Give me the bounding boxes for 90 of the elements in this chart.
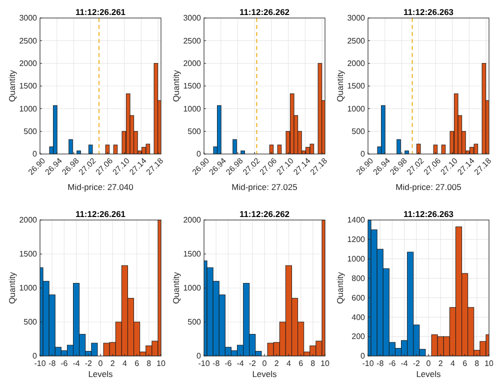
y-tick-label: 400 — [352, 312, 366, 322]
x-tick-label: -10 — [34, 359, 46, 368]
x-tick-label: -10 — [362, 359, 374, 368]
x-tick-label: 6 — [462, 359, 468, 368]
x-tick-label: -10 — [198, 359, 210, 368]
y-tick-label: 1000 — [347, 104, 366, 114]
y-tick-label: 1000 — [347, 254, 366, 264]
x-tick-label: -8 — [48, 359, 56, 368]
chart-title: 11:12:26.261 — [75, 7, 126, 17]
y-tick-label: 500 — [188, 318, 202, 327]
y-axis-title: Quantity — [171, 69, 181, 102]
y-tick-label: 2000 — [183, 216, 202, 225]
x-axis-title: Mid-price: 27.005 — [396, 182, 462, 192]
chart-title: 11:12:26.262 — [239, 209, 290, 219]
y-axis-title: Quantity — [335, 69, 345, 102]
y-tick-label: 0 — [196, 150, 202, 159]
y-tick-label: 1500 — [19, 250, 38, 259]
y-tick-label: 1500 — [19, 82, 38, 91]
y-axis-title: Quantity — [171, 271, 181, 304]
x-tick-label: 0 — [262, 359, 268, 368]
y-axis-title: Quantity — [7, 271, 17, 304]
y-tick-label: 1200 — [347, 235, 366, 244]
y-tick-label: 3000 — [19, 14, 38, 23]
x-tick-label: -6 — [388, 359, 396, 368]
x-tick-label: 8 — [310, 359, 316, 368]
y-tick-label: 800 — [352, 274, 366, 283]
x-tick-label: 0 — [426, 359, 432, 368]
x-axis-title: Levels — [416, 369, 441, 379]
y-tick-label: 500 — [352, 126, 366, 136]
x-tick-label: 2 — [274, 359, 280, 368]
x-tick-label: -2 — [84, 359, 92, 368]
x-tick-label: -8 — [212, 359, 220, 368]
x-tick-label: -6 — [60, 359, 68, 368]
y-tick-label: 500 — [188, 126, 202, 136]
x-tick-label: 2 — [110, 359, 116, 368]
y-tick-label: 2500 — [347, 36, 366, 46]
x-tick-label: 8 — [474, 359, 480, 368]
x-tick-label: 4 — [122, 359, 128, 368]
x-tick-label: -8 — [376, 359, 384, 368]
y-tick-label: 0 — [32, 352, 38, 361]
x-tick-label: -2 — [412, 359, 420, 368]
x-axis-title: Mid-price: 27.025 — [232, 182, 298, 192]
y-axis-title: Quantity — [7, 69, 17, 102]
y-tick-label: 3000 — [183, 14, 202, 23]
x-tick-label: 4 — [286, 359, 292, 368]
x-tick-label: 2 — [438, 359, 444, 368]
y-tick-label: 2000 — [347, 58, 366, 68]
chart-title: 11:12:26.262 — [239, 7, 290, 17]
y-tick-label: 1500 — [347, 82, 366, 91]
x-axis-title: Levels — [88, 369, 113, 379]
y-tick-label: 2500 — [183, 36, 202, 46]
y-tick-label: 1500 — [183, 250, 202, 259]
y-tick-label: 3000 — [347, 14, 366, 23]
y-tick-label: 2500 — [19, 36, 38, 46]
x-tick-label: 8 — [146, 359, 152, 368]
x-tick-label: 10 — [156, 359, 166, 368]
x-tick-label: -6 — [224, 359, 232, 368]
x-tick-label: 10 — [320, 359, 330, 368]
y-tick-label: 2000 — [183, 58, 202, 68]
x-axis-title: Levels — [252, 369, 277, 379]
x-tick-label: 4 — [450, 359, 456, 368]
x-tick-label: 0 — [98, 359, 104, 368]
chart-title: 11:12:26.261 — [75, 209, 126, 219]
y-tick-label: 500 — [24, 318, 38, 327]
y-tick-label: 1000 — [19, 104, 38, 114]
x-tick-label: -2 — [248, 359, 256, 368]
y-tick-label: 0 — [196, 352, 202, 361]
y-tick-label: 1000 — [183, 284, 202, 293]
y-tick-label: 600 — [352, 293, 366, 302]
x-tick-label: 10 — [484, 359, 494, 368]
x-tick-label: -4 — [72, 359, 80, 368]
y-axis-title: Quantity — [335, 271, 345, 304]
y-tick-label: 500 — [24, 126, 38, 136]
x-tick-label: 6 — [298, 359, 304, 368]
y-tick-label: 2000 — [19, 216, 38, 225]
y-tick-label: 1000 — [19, 284, 38, 293]
y-tick-label: 2000 — [19, 58, 38, 68]
y-tick-label: 0 — [360, 150, 366, 159]
chart-title: 11:12:26.263 — [403, 7, 454, 17]
x-axis-title: Mid-price: 27.040 — [68, 182, 134, 192]
y-tick-label: 0 — [360, 352, 366, 361]
x-tick-label: 6 — [134, 359, 140, 368]
chart-title: 11:12:26.263 — [403, 209, 454, 219]
y-tick-label: 200 — [352, 332, 366, 342]
y-tick-label: 1400 — [347, 216, 366, 225]
x-tick-label: -4 — [236, 359, 244, 368]
y-tick-label: 1500 — [183, 82, 202, 91]
y-tick-label: 1000 — [183, 104, 202, 114]
y-tick-label: 0 — [32, 150, 38, 159]
x-tick-label: -4 — [400, 359, 408, 368]
